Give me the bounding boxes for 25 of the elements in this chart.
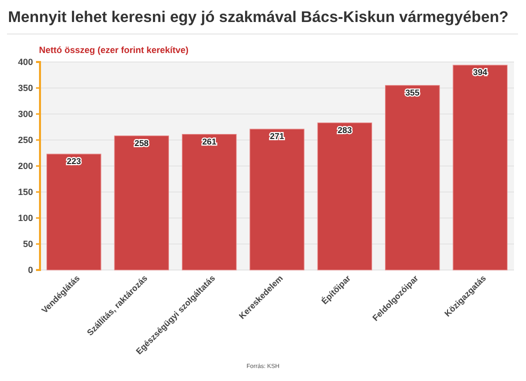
data-label: 261	[202, 136, 217, 146]
data-label: 223	[66, 156, 82, 166]
bar	[385, 85, 440, 270]
bar	[114, 136, 169, 270]
data-label: 283	[338, 124, 352, 135]
data-label: 271	[270, 131, 284, 142]
bar	[452, 64, 508, 270]
y-tick-label: 250	[18, 134, 33, 145]
bar	[250, 128, 304, 270]
data-label: 258	[134, 138, 149, 148]
y-tick-label: 350	[18, 82, 33, 93]
data-label: 394	[473, 67, 488, 78]
y-tick-label: 200	[18, 160, 33, 171]
y-tick-label: 100	[18, 212, 33, 223]
y-tick-label: 50	[22, 238, 33, 249]
y-tick-label: 300	[18, 108, 33, 119]
y-tick-label: 400	[18, 56, 33, 67]
bar	[182, 134, 237, 270]
chart-title: Mennyit lehet keresni egy jó szakmával Bács-Kiskun vármegyében?	[8, 9, 509, 26]
bar	[317, 122, 372, 270]
data-label: 355	[405, 87, 420, 98]
y-tick-label: 0	[28, 264, 33, 275]
bar	[46, 154, 102, 270]
y-tick-label: 150	[18, 186, 33, 197]
y-axis-title: Nettó összeg (ezer forint kerekítve)	[39, 45, 189, 55]
